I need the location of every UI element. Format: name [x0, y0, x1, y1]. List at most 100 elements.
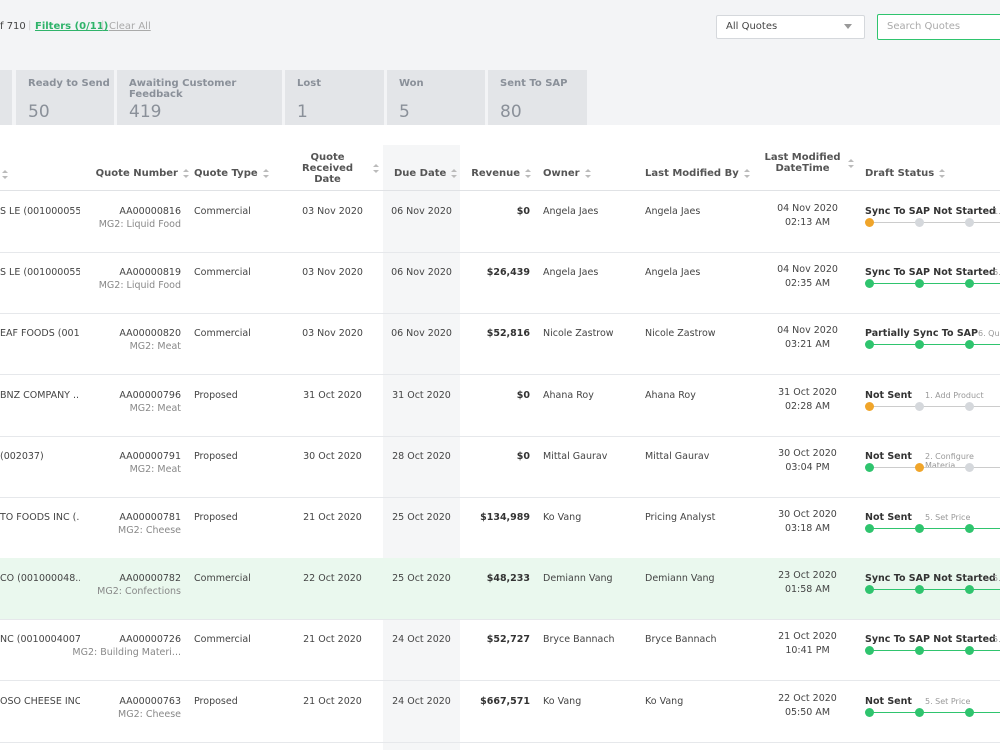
view-dropdown[interactable]: All Quotes	[716, 15, 865, 39]
modified-by: Mittal Gaurav	[645, 450, 710, 462]
owner: Ko Vang	[543, 695, 582, 707]
header-text: Quote Received Date	[301, 152, 354, 185]
sort-icon	[847, 158, 854, 168]
draft-status: Not Sent	[865, 389, 912, 401]
column-header[interactable]: Last Modified By	[645, 168, 750, 179]
column-header[interactable]: Revenue	[471, 168, 531, 179]
header-text: Owner	[543, 168, 580, 179]
clear-all-link[interactable]: Clear All	[109, 21, 151, 32]
column-header[interactable]: Last Modified DateTime	[760, 152, 855, 174]
progress-dot	[915, 524, 924, 533]
progress-dot	[915, 279, 924, 289]
status-tab[interactable]: Won 5	[387, 70, 485, 125]
quote-number: AA00000782	[119, 573, 181, 585]
draft-step: 6.	[993, 268, 1000, 278]
draft-step: 5.	[993, 574, 1000, 584]
progress-dot	[915, 340, 924, 350]
revenue: $52,727	[486, 634, 530, 646]
column-header[interactable]: Owner	[543, 168, 591, 179]
tab-count: 1	[297, 102, 308, 122]
progress-dot	[865, 646, 874, 656]
progress-track	[870, 466, 1000, 468]
customer: BNZ COMPANY ...	[0, 389, 80, 401]
due: 06 Nov 2020	[391, 267, 452, 279]
progress-dot	[915, 462, 924, 472]
modified-by: Angela Jaes	[645, 267, 701, 279]
customer: NC (0010004007)	[0, 634, 80, 646]
quote-type: Proposed	[194, 450, 238, 462]
status-tab[interactable]	[0, 70, 12, 125]
owner: Angela Jaes	[543, 206, 599, 217]
revenue: $0	[516, 206, 530, 217]
modified-by: Demiann Vang	[645, 573, 715, 585]
received: 31 Oct 2020	[303, 389, 362, 401]
revenue: $667,571	[480, 695, 530, 707]
tab-label: Ready to Send	[28, 78, 110, 89]
filters-link[interactable]: Filters (0/11)	[35, 21, 109, 32]
quote-number: AA00000763	[119, 695, 181, 707]
received: 22 Oct 2020	[303, 573, 362, 585]
modified-by: Ahana Roy	[645, 389, 696, 401]
progress-track	[870, 711, 1000, 713]
tab-label: Awaiting Customer Feedback	[129, 78, 237, 100]
status-tab[interactable]: Lost 1	[285, 70, 384, 125]
revenue: $134,989	[480, 512, 530, 523]
customer: CO (001000048...	[0, 573, 80, 585]
column-header[interactable]: Draft Status	[865, 168, 946, 179]
customer: EAF FOODS (001...	[0, 328, 80, 340]
sort-icon	[939, 169, 946, 178]
progress-track	[870, 344, 1000, 346]
search-input[interactable]: Search Quotes	[877, 14, 1000, 40]
column-header[interactable]: Quote Type	[194, 168, 269, 179]
column-header[interactable]: Quote Received Date	[285, 152, 380, 185]
sort-icon	[183, 169, 189, 178]
status-tab[interactable]: Ready to Send 50	[16, 70, 114, 125]
table-row[interactable]: (002037) AA00000791 MG2: Meat Proposed 30 Oc…	[0, 436, 1000, 498]
sort-icon	[743, 169, 750, 178]
column-header[interactable]: Quote Number	[96, 168, 189, 179]
quote-type: Commercial	[194, 634, 251, 646]
header-text: Quote Type	[194, 168, 258, 179]
quote-type: Commercial	[194, 573, 251, 585]
material-group: MG2: Cheese	[118, 525, 181, 536]
progress-track	[870, 405, 1000, 407]
tab-count: 5	[399, 102, 410, 122]
progress-dot	[965, 279, 974, 289]
status-tab[interactable]: Sent To SAP 80	[488, 70, 587, 125]
modified-at: 04 Nov 2020 03:21 AM	[777, 325, 838, 351]
table-row[interactable]: TO FOODS INC (... AA00000781 MG2: Cheese Pr…	[0, 497, 1000, 559]
quote-number: AA00000819	[119, 267, 181, 279]
progress-dot	[865, 279, 874, 289]
sort-icon	[262, 169, 269, 178]
progress-dot	[865, 524, 874, 533]
table-row[interactable]: BNZ COMPANY ... AA00000796 MG2: Meat Propos…	[0, 375, 1000, 437]
table-row[interactable]: EAF FOODS (001... AA00000820 MG2: Meat Comm…	[0, 313, 1000, 376]
header-text: Draft Status	[865, 168, 935, 179]
table-row[interactable]: S LE (0010000555) AA00000816 MG2: Liquid F…	[0, 191, 1000, 253]
quote-type: Proposed	[194, 389, 238, 401]
status-tab[interactable]: Awaiting Customer Feedback 419	[117, 70, 282, 125]
progress-dot	[965, 585, 974, 595]
progress-dot	[915, 401, 924, 411]
modified-at: 04 Nov 2020 02:13 AM	[777, 203, 838, 228]
header-text: Revenue	[471, 168, 520, 179]
received: 03 Nov 2020	[302, 267, 363, 279]
owner: Bryce Bannach	[543, 634, 615, 646]
due: 24 Oct 2020	[392, 695, 451, 707]
modified-at: 21 Oct 2020 10:41 PM	[778, 631, 837, 657]
table-row[interactable]: CO (001000048... AA00000782 MG2: Confectio…	[0, 558, 1000, 621]
sort-icon	[525, 169, 531, 178]
customer: TO FOODS INC (...	[0, 512, 80, 523]
material-group: MG2: Building Materi...	[72, 647, 181, 659]
progress-dot	[865, 585, 874, 595]
column-header[interactable]: Due Date	[394, 168, 458, 179]
progress-track	[870, 650, 1000, 652]
material-group: MG2: Liquid Food	[98, 280, 181, 292]
revenue: $26,439	[486, 267, 530, 279]
table-row[interactable]: NC (0010004007) AA00000726 MG2: Building M…	[0, 619, 1000, 682]
received: 21 Oct 2020	[303, 695, 362, 707]
modified-at: 30 Oct 2020 03:18 AM	[778, 509, 837, 534]
draft-step: 1. Add Product	[925, 390, 984, 400]
